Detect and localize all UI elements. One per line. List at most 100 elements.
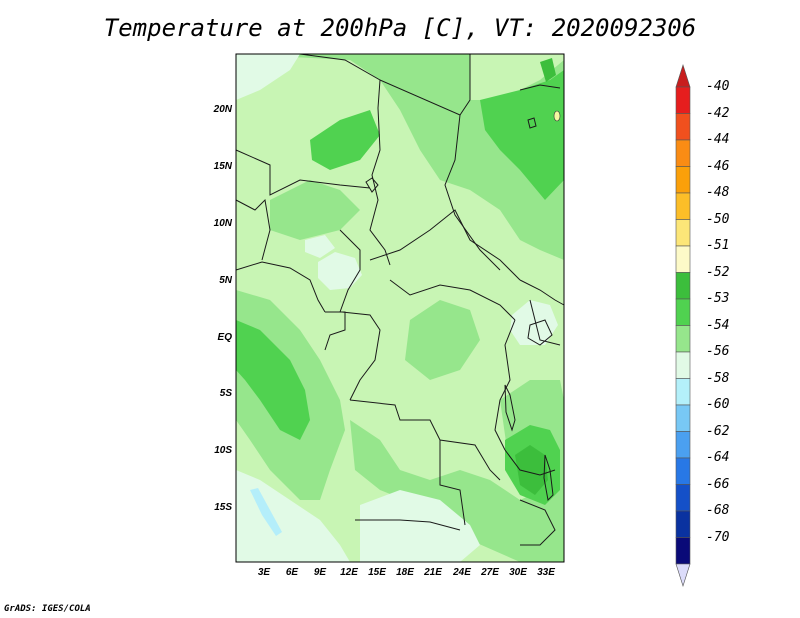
map-panel	[235, 53, 565, 563]
border-cameroon-car	[339, 229, 361, 313]
border-kenya	[519, 279, 565, 306]
colorbar-label: -48	[706, 185, 730, 200]
border-niger-chad	[235, 149, 371, 196]
colorbar-swatch	[675, 113, 691, 141]
colorbar-label: -44	[706, 132, 730, 147]
lat-label: 15S	[214, 502, 232, 513]
temperature-zone-minus56-atlantic	[250, 488, 282, 536]
colorbar-top-arrow	[675, 64, 691, 88]
lon-label: 33E	[537, 567, 555, 578]
border-gabon	[324, 311, 346, 351]
colorbar-swatch	[675, 325, 691, 353]
colorbar-label: -62	[706, 423, 730, 439]
map-frame	[235, 53, 565, 563]
temperature-zone-minus52-north	[310, 110, 380, 170]
temperature-zone-minus53-south	[350, 420, 564, 562]
lon-label: 9E	[313, 567, 327, 578]
border-angola-zambia	[439, 440, 466, 526]
lat-label: 10N	[213, 218, 232, 229]
colorbar-label: -50	[706, 211, 730, 227]
colorbar-label: -51	[706, 238, 730, 253]
border-angola-namibia	[355, 519, 461, 531]
lon-label: 24E	[453, 567, 471, 578]
temperature-zone-minus54-south	[360, 490, 480, 562]
temperature-zone-minus52-northeast	[480, 70, 564, 200]
temperature-spot-minus50	[553, 110, 561, 122]
colorbar-swatch	[675, 192, 691, 220]
colorbar	[675, 64, 691, 587]
temperature-zone-minus52-west	[236, 320, 310, 440]
lake-chad	[365, 177, 379, 193]
lake-victoria	[527, 319, 553, 346]
colorbar-bottom-arrow	[675, 563, 691, 587]
colorbar-label: -60	[706, 397, 730, 412]
lon-label: 27E	[481, 567, 499, 578]
border-uganda	[529, 299, 561, 346]
lat-label: 15N	[213, 161, 232, 172]
colorbar-swatch	[675, 404, 691, 432]
temperature-zone-minus54-cameroon	[318, 252, 362, 290]
lat-label: 20N	[213, 104, 232, 115]
colorbar-swatch	[675, 351, 691, 379]
border-mozambique	[519, 499, 556, 546]
border-eritrea	[519, 84, 561, 91]
border-nigeria-niger	[235, 198, 271, 261]
temperature-zone-minus51-southeast	[515, 445, 548, 495]
lat-label: 10S	[214, 445, 232, 456]
border-nigeria-cameroon	[261, 261, 326, 313]
border-zambia-tanzania	[504, 449, 556, 476]
lon-label: 21E	[424, 567, 442, 578]
temperature-zone-minus54-central	[305, 235, 335, 258]
grads-credit: GrADS: IGES/COLA	[4, 604, 91, 614]
colorbar-label: -70	[706, 529, 730, 545]
lat-label: 5S	[219, 388, 232, 399]
border-angola-drc	[349, 399, 501, 481]
temperature-zone-minus53-center	[405, 300, 480, 380]
border-car-sudan	[369, 209, 521, 281]
colorbar-label: -56	[706, 344, 730, 359]
lakes	[365, 117, 554, 502]
lake-tanganyika	[504, 384, 516, 432]
colorbar-label: -42	[706, 105, 730, 121]
border-egypt-sudan	[379, 54, 471, 116]
lat-label: EQ	[217, 332, 232, 343]
colorbar-swatch	[675, 298, 691, 326]
colorbar-label: -64	[706, 450, 730, 465]
colorbar-label: -68	[706, 503, 730, 518]
colorbar-label: -40	[706, 79, 730, 94]
lon-label: 18E	[396, 567, 414, 578]
colorbar-label: -46	[706, 158, 730, 174]
lon-label: 15E	[368, 567, 386, 578]
border-drc-north	[389, 279, 516, 321]
border-sudan-ethiopia	[444, 114, 501, 271]
colorbar-swatch	[675, 166, 691, 194]
colorbar-swatch	[675, 272, 691, 300]
border-west-coast	[235, 261, 263, 271]
colorbar-label: -66	[706, 476, 730, 492]
colorbar-label: -58	[706, 370, 730, 386]
temperature-zone-minus54-lake-victoria	[510, 300, 558, 345]
colorbar-swatch	[675, 219, 691, 247]
colorbar-swatch	[675, 484, 691, 512]
colorbar-swatch	[675, 86, 691, 114]
lake-malawi	[543, 454, 554, 502]
lon-label: 30E	[509, 567, 527, 578]
colorbar-swatch	[675, 245, 691, 273]
temperature-zone-minus54-northwest	[236, 54, 300, 100]
lat-label: 5N	[219, 275, 232, 286]
colorbar-label: -54	[706, 317, 730, 333]
lon-label: 6E	[285, 567, 299, 578]
lon-label: 3E	[257, 567, 271, 578]
colorbar-swatch	[675, 378, 691, 406]
lake-tana	[527, 117, 537, 129]
colorbar-swatch	[675, 457, 691, 485]
border-congo-drc	[341, 311, 381, 401]
colorbar-swatch	[675, 431, 691, 459]
lon-label: 12E	[340, 567, 358, 578]
border-chad-sudan	[369, 107, 391, 266]
chart-title: Temperature at 200hPa [C], VT: 202009230…	[103, 14, 697, 42]
colorbar-label: -53	[706, 291, 730, 306]
colorbar-swatch	[675, 510, 691, 538]
temperature-zone-minus51-northeast	[540, 58, 556, 82]
